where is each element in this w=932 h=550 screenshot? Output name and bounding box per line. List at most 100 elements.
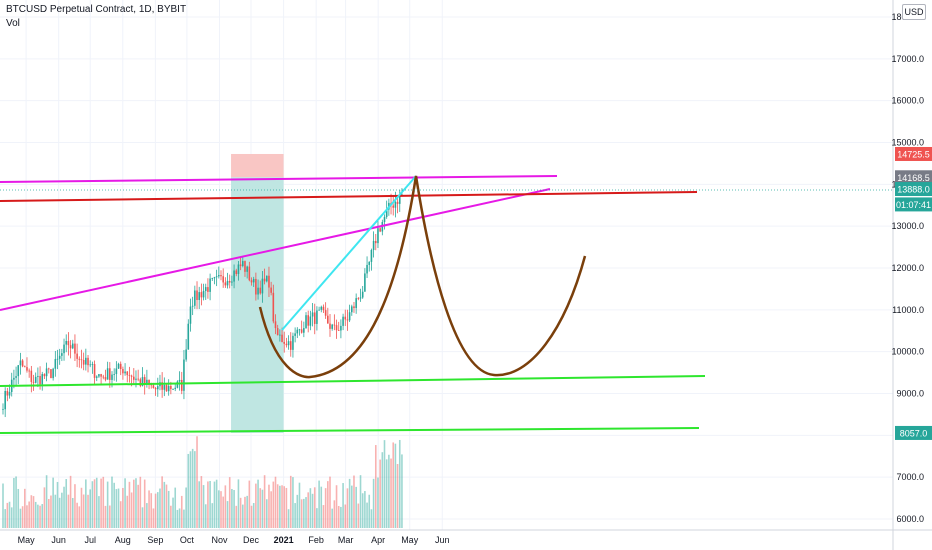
- volume-bar: [198, 481, 200, 528]
- volume-bar: [26, 505, 28, 528]
- volume-bar: [13, 477, 15, 528]
- x-tick-label: Jul: [84, 535, 96, 545]
- candle-body: [139, 379, 142, 386]
- y-tick-label: 12000.0: [891, 263, 924, 273]
- volume-bar: [119, 501, 122, 528]
- price-axis: 6000.07000.08000.09000.010000.011000.012…: [891, 12, 924, 524]
- volume-bar: [146, 503, 148, 528]
- candle-body: [76, 353, 78, 359]
- candle-body: [135, 378, 137, 380]
- volume-bar: [117, 488, 120, 528]
- x-tick-label: Jun: [435, 535, 450, 545]
- volume-bar: [148, 490, 150, 528]
- candle-body: [222, 276, 224, 283]
- candle-body: [176, 381, 179, 388]
- candle-body: [300, 329, 303, 333]
- candle-body: [342, 316, 344, 326]
- volume-bar: [394, 443, 397, 528]
- volume-bar: [126, 495, 129, 528]
- candle-body: [52, 368, 54, 379]
- candle-body: [385, 209, 388, 217]
- candle-body: [87, 357, 89, 366]
- candle-body: [346, 319, 349, 321]
- volume-bar: [128, 481, 131, 528]
- volume-bar: [250, 505, 253, 528]
- volume-bar: [78, 506, 81, 528]
- candle-body: [398, 194, 401, 204]
- candle-body: [63, 344, 65, 354]
- price-label-box: [895, 170, 932, 185]
- volume-bar: [381, 452, 384, 528]
- currency-button[interactable]: USD: [902, 4, 926, 20]
- candle-body: [270, 287, 272, 293]
- volume-bar: [348, 478, 351, 528]
- stop-loss-zone: [231, 153, 284, 178]
- volume-bar: [392, 442, 395, 528]
- volume-bar: [32, 496, 35, 528]
- volume-indicator-label[interactable]: Vol: [6, 18, 20, 29]
- volume-bar: [19, 508, 22, 528]
- volume-bar: [176, 509, 179, 528]
- candle-body: [58, 355, 61, 359]
- volume-bar: [300, 499, 303, 528]
- volume-bar: [252, 503, 255, 528]
- volume-bar: [200, 476, 203, 528]
- trendline-rising: [0, 188, 551, 311]
- volume-bar: [355, 486, 357, 528]
- volume-bar: [311, 493, 314, 528]
- volume-bar: [390, 458, 392, 528]
- x-tick-label: Aug: [115, 535, 131, 545]
- volume-bar: [396, 463, 399, 528]
- x-tick-label: Dec: [243, 535, 260, 545]
- volume-bar: [255, 483, 257, 528]
- candle-body: [261, 278, 264, 294]
- volume-bar: [385, 459, 388, 528]
- candle-body: [359, 297, 362, 299]
- volume-bar: [111, 476, 113, 528]
- candle-body: [255, 278, 257, 295]
- y-tick-label: 7000.0: [896, 472, 924, 482]
- candle-body: [329, 323, 331, 329]
- y-tick-label: 13000.0: [891, 221, 924, 231]
- candle-body: [250, 280, 253, 283]
- candle-body: [322, 306, 325, 311]
- candle-body: [235, 270, 238, 275]
- volume-bar: [211, 503, 214, 528]
- volume-bar: [377, 477, 379, 528]
- y-tick-label: 16000.0: [891, 96, 924, 106]
- volume-bar: [344, 504, 347, 528]
- candle-body: [361, 291, 364, 298]
- volume-bar: [292, 477, 294, 528]
- candle-body: [344, 316, 347, 320]
- volume-bar: [185, 487, 187, 528]
- volume-bar: [43, 487, 46, 528]
- candle-body: [37, 375, 39, 377]
- candle-body: [170, 385, 172, 390]
- candle-body: [268, 275, 270, 288]
- candle-body: [74, 343, 76, 354]
- candle-body: [294, 333, 296, 336]
- candle-body: [348, 312, 351, 321]
- candle-body: [93, 364, 96, 378]
- candle-body: [45, 368, 48, 377]
- candle-body: [370, 250, 373, 262]
- candle-body: [263, 278, 266, 282]
- candle-body: [180, 379, 183, 391]
- volume-bar: [331, 508, 333, 528]
- y-tick-label: 6000.0: [896, 514, 924, 524]
- volume-bar: [124, 478, 126, 528]
- candle-body: [198, 292, 200, 300]
- resistance-line: [0, 191, 698, 202]
- candle-body: [6, 390, 9, 396]
- candle-body: [265, 275, 268, 282]
- cyan-impulse-line: [281, 175, 417, 331]
- candle-body: [191, 305, 194, 307]
- volume-bar: [398, 439, 401, 528]
- volume-bar: [276, 484, 279, 528]
- candle-body: [167, 385, 170, 392]
- candle-body: [283, 341, 286, 344]
- x-tick-label: Sep: [147, 535, 163, 545]
- volume-bar: [333, 500, 336, 528]
